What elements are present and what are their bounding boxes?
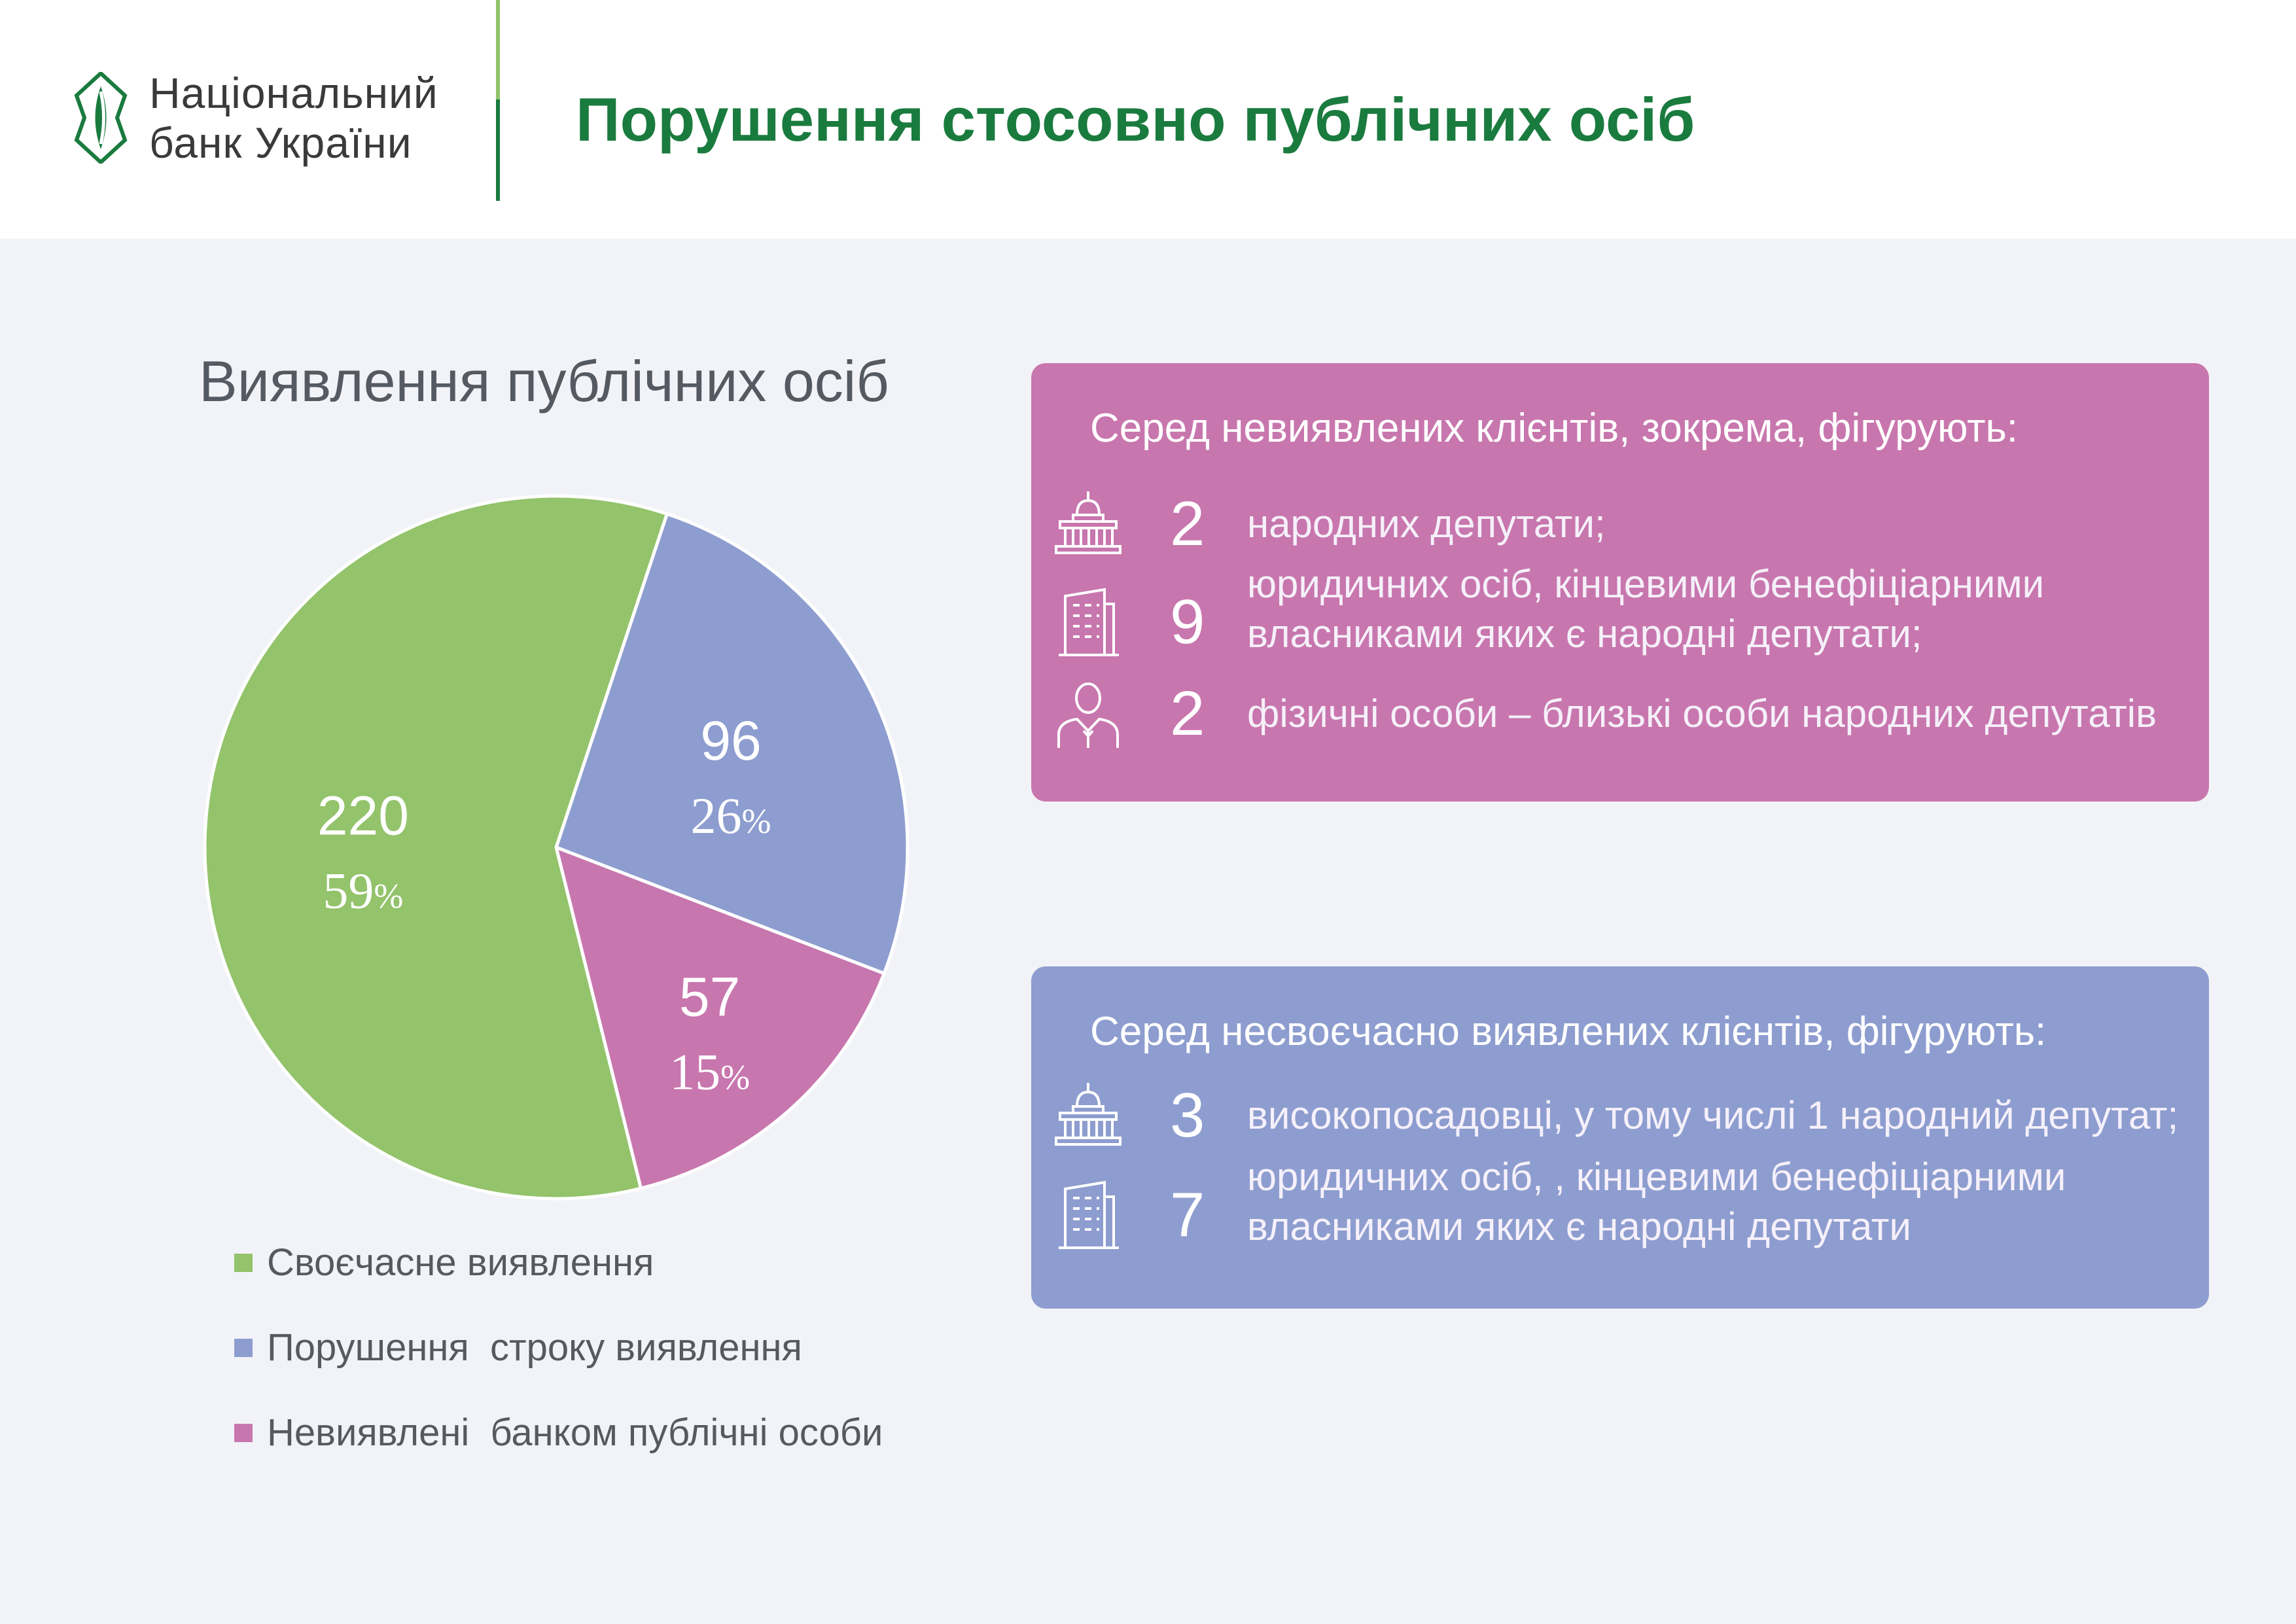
undetected-companies-text: юридичних осіб, кінцевими бенефіціарними… [1247,559,2189,659]
pie-value-label-undetected: 57 [679,966,740,1028]
person-icon [1057,682,1119,748]
parliament-icon [1055,491,1122,554]
undetected-panel-title: Серед невиявлених клієнтів, зокрема, фіг… [1090,406,2019,451]
undetected-companies-count: 9 [1170,587,1205,657]
late-officials-count: 3 [1170,1080,1205,1150]
late-companies-text: юридичних осіб, , кінцевими бенефіціарни… [1247,1152,2189,1252]
office-building-icon [1059,1180,1119,1249]
bank-name-line1: Національний [149,69,438,117]
undetected-clients-panel: Серед невиявлених клієнтів, зокрема, фіг… [1031,363,2209,802]
parliament-icon [1055,1083,1122,1146]
pie-value-label-late: 96 [700,710,761,771]
late-panel-title: Серед несвоєчасно виявлених клієнтів, фі… [1090,1009,2047,1054]
late-companies-line1: юридичних осіб, , кінцевими бенефіціарни… [1247,1155,2066,1199]
office-building-icon [1059,588,1119,656]
undetected-deputies-text: народних депутати; [1247,502,1606,546]
nbu-logo-icon [74,72,128,164]
legend-label-timely: Своєчасне виявлення [267,1241,654,1284]
pie-value-label-timely: 220 [317,785,409,847]
late-clients-panel: Серед несвоєчасно виявлених клієнтів, фі… [1031,966,2209,1309]
bank-name-line2: банк України [149,118,412,167]
legend-label-late: Порушення строку виявлення [267,1326,802,1369]
legend-label-undetected: Невиявлені банком публічні особи [267,1411,883,1454]
late-companies-line2: власниками яких є народні депутати [1247,1205,1911,1248]
pie-slice-late [554,512,910,976]
undetected-deputies-count: 2 [1170,489,1205,559]
header-bar: Національний банк України Порушення стос… [0,0,2296,239]
legend-swatch-timely [234,1254,253,1272]
divider-light [496,0,500,99]
undetected-relatives-count: 2 [1170,679,1205,749]
page-title: Порушення стосовно публічних осіб [576,85,1695,154]
pie-slice-undetected [554,844,887,1191]
late-officials-text: високопосадовці, у тому числі 1 народний… [1247,1093,2179,1137]
undetected-relatives-text: фізичні особи – близькі особи народних д… [1247,692,2157,735]
chart-title: Виявлення публічних осіб [199,349,889,414]
bank-name: Національний банк України [149,68,450,168]
divider-dark [496,99,500,201]
undetected-companies-line1: юридичних осіб, кінцевими бенефіціарними [1247,562,2045,606]
pie-percent-label-late: 26% [691,787,771,844]
legend-swatch-late [234,1339,253,1357]
pie-slice-timely [203,494,669,1201]
late-companies-count: 7 [1170,1180,1205,1250]
undetected-companies-line2: власниками яких є народні депутати; [1247,612,1922,656]
legend-swatch-undetected [234,1424,253,1442]
